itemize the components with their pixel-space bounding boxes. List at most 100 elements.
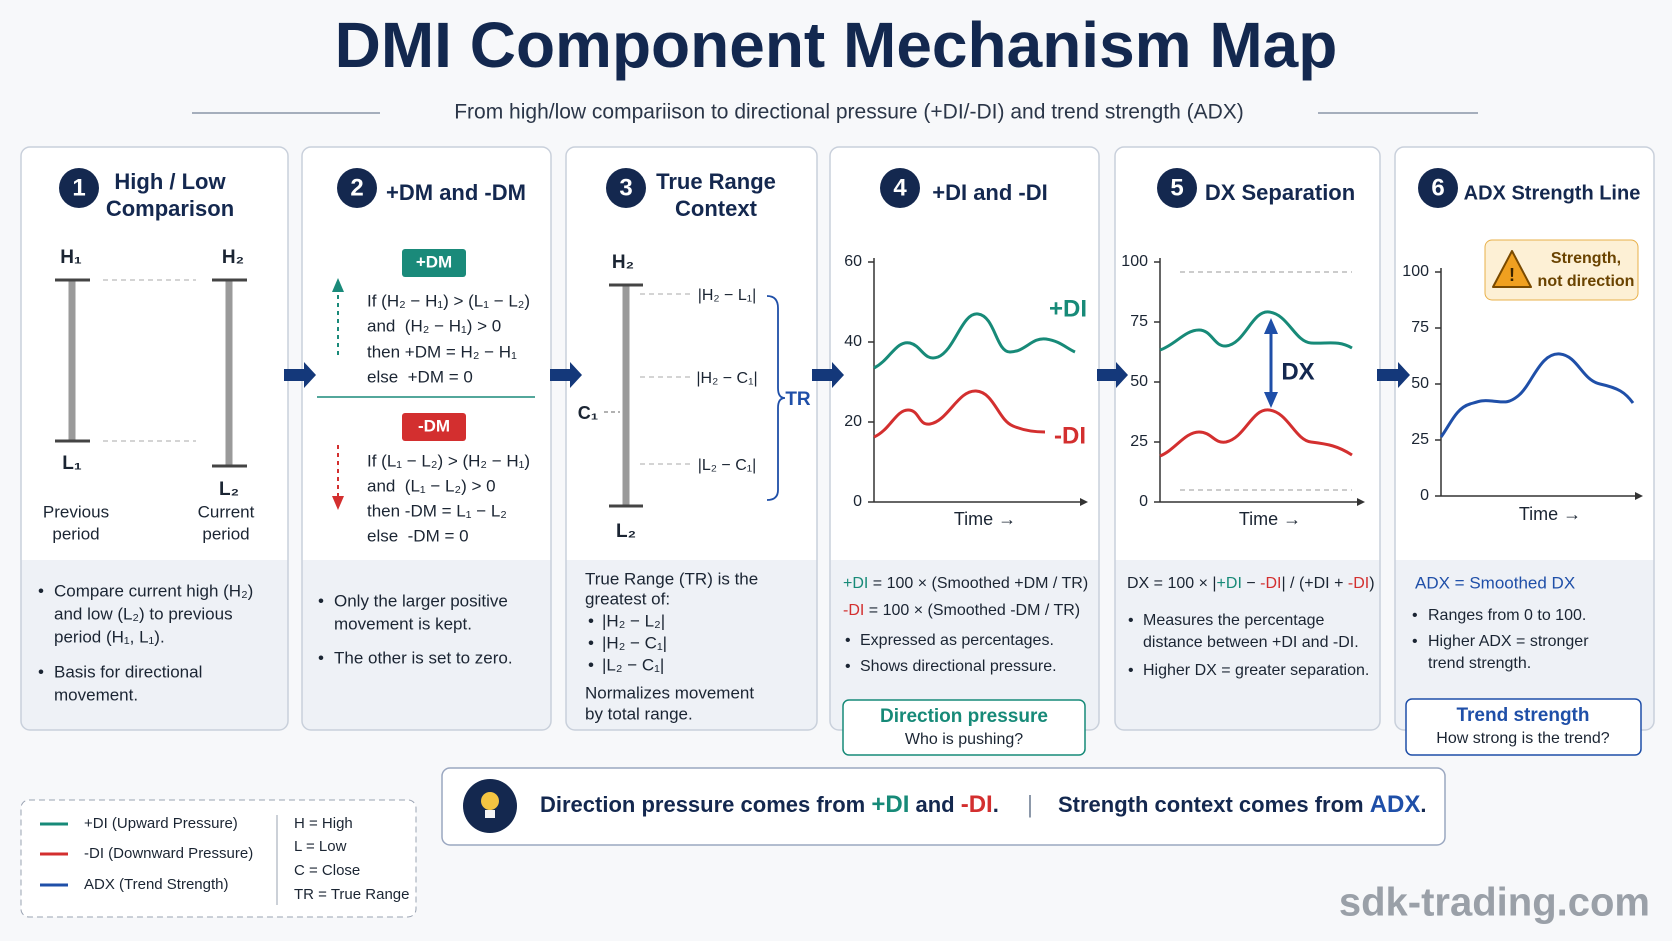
label: period bbox=[52, 524, 99, 543]
di-plus-curve bbox=[1159, 310, 1353, 352]
subtitle: From high/low compariison to directional… bbox=[454, 101, 1244, 124]
term: -DI bbox=[843, 602, 864, 619]
range: |H₂ − L₁| bbox=[698, 287, 757, 304]
formula: else -DM = 0 bbox=[367, 526, 469, 545]
arrow-head bbox=[332, 496, 344, 510]
summary-term: -DI bbox=[961, 791, 993, 818]
abbreviation: C = Close bbox=[294, 862, 360, 879]
label: H₁ bbox=[60, 247, 82, 268]
step-number: 4 bbox=[893, 174, 907, 201]
icon-bulb bbox=[481, 792, 499, 810]
y-tick-label: 0 bbox=[1420, 487, 1429, 504]
note: by total range. bbox=[585, 704, 693, 723]
label: period bbox=[202, 524, 249, 543]
callout-title: Direction pressure bbox=[880, 706, 1048, 727]
summary-term: ADX bbox=[1370, 791, 1421, 818]
formula: then +DM = H₂ − H₁ bbox=[367, 342, 517, 361]
note: and low (L₂) to previous bbox=[54, 604, 233, 623]
label: C₁ bbox=[578, 403, 598, 423]
series-label: +DI bbox=[1049, 295, 1087, 322]
summary-term: +DI bbox=[871, 791, 909, 818]
label: H₂ bbox=[222, 247, 244, 268]
step-badge bbox=[1418, 168, 1458, 208]
label: L₁ bbox=[62, 453, 82, 474]
note: movement. bbox=[54, 685, 138, 704]
label: L₂ bbox=[219, 479, 239, 500]
step-number: 1 bbox=[72, 174, 85, 201]
panel-title: High / Low bbox=[114, 169, 226, 194]
formula: +DI = 100 × (Smoothed +DM / TR) bbox=[843, 575, 1088, 592]
adx-curve bbox=[1439, 352, 1635, 438]
y-tick-label: 25 bbox=[1411, 431, 1429, 448]
step-badge bbox=[880, 168, 920, 208]
y-tick-label: 50 bbox=[1130, 373, 1148, 390]
panel-footer bbox=[21, 560, 288, 730]
title: DMI Component Mechanism Map bbox=[335, 9, 1338, 81]
step-number: 2 bbox=[350, 174, 363, 201]
panel-footer bbox=[302, 560, 551, 580]
y-tick-label: 0 bbox=[853, 493, 862, 510]
warning-text: not direction bbox=[1538, 273, 1635, 290]
callout-box bbox=[842, 699, 1086, 756]
range: |L₂ − C₁| bbox=[698, 457, 757, 474]
summary-part: Direction pressure comes from bbox=[540, 792, 871, 817]
formula: If (H₂ − H₁) > (L₁ − L₂) bbox=[367, 291, 530, 310]
axis-head bbox=[1080, 498, 1088, 506]
step-badge bbox=[1157, 168, 1197, 208]
step-badge bbox=[337, 168, 377, 208]
panel-footer bbox=[830, 560, 1099, 580]
summary-part: and bbox=[909, 792, 960, 817]
flow-arrow bbox=[284, 362, 316, 388]
step-badge bbox=[59, 168, 99, 208]
bullet: • bbox=[1128, 612, 1134, 629]
summary-part: . bbox=[1420, 792, 1426, 817]
term: -DI bbox=[1260, 575, 1281, 592]
axis-head bbox=[1357, 498, 1365, 506]
legend-label: ADX (Trend Strength) bbox=[84, 876, 229, 893]
panel-footer bbox=[1115, 560, 1380, 580]
note: Ranges from 0 to 100. bbox=[1428, 607, 1586, 624]
axis-head bbox=[1635, 492, 1643, 500]
flow-arrow bbox=[550, 362, 582, 388]
callout-subtitle: How strong is the trend? bbox=[1436, 730, 1610, 747]
formula: and (L₁ − L₂) > 0 bbox=[367, 476, 496, 495]
note: Compare current high (H₂) bbox=[54, 581, 253, 600]
summary-text: Strength context comes from ADX. bbox=[1058, 791, 1427, 818]
note: distance between +DI and -DI. bbox=[1143, 634, 1359, 651]
abbreviation: L = Low bbox=[294, 838, 347, 855]
summary-part: . bbox=[993, 792, 999, 817]
bullet: • bbox=[1412, 633, 1418, 650]
term: +DI bbox=[1217, 575, 1242, 592]
warning-icon bbox=[1492, 250, 1532, 288]
bullet: • bbox=[38, 662, 44, 681]
formula-part: ) bbox=[1369, 575, 1374, 592]
summary-part: Strength context comes from bbox=[1058, 792, 1370, 817]
note: trend strength. bbox=[1428, 655, 1531, 672]
badge-label: +DM bbox=[416, 252, 452, 271]
note: period (H₁, L₁). bbox=[54, 627, 165, 646]
di-minus-curve bbox=[1159, 408, 1353, 458]
panel-border bbox=[1114, 146, 1381, 731]
label: Current bbox=[198, 502, 255, 521]
note: Shows directional pressure. bbox=[860, 658, 1057, 675]
note: Measures the percentage bbox=[1143, 612, 1325, 629]
label: L₂ bbox=[616, 521, 636, 542]
panel-title: DX Separation bbox=[1205, 180, 1355, 205]
badge-label: -DM bbox=[418, 416, 450, 435]
panel-footer bbox=[21, 560, 288, 580]
label: H₂ bbox=[612, 252, 634, 273]
bullet: • bbox=[1128, 662, 1134, 679]
panel-title: +DI and -DI bbox=[932, 180, 1048, 205]
flow-arrow bbox=[812, 362, 844, 388]
step-number: 5 bbox=[1170, 174, 1183, 201]
annotation: DX bbox=[1281, 358, 1314, 385]
term: -DI bbox=[1348, 575, 1369, 592]
flow-arrow bbox=[1097, 362, 1128, 388]
y-tick-label: 100 bbox=[1121, 253, 1148, 270]
formula-rest: = 100 × (Smoothed -DM / TR) bbox=[864, 602, 1080, 619]
callout-subtitle: Who is pushing? bbox=[905, 731, 1023, 748]
note: |H₂ − C₁| bbox=[602, 633, 667, 652]
note: Only the larger positive bbox=[334, 591, 508, 610]
panel-footer bbox=[830, 560, 1099, 730]
